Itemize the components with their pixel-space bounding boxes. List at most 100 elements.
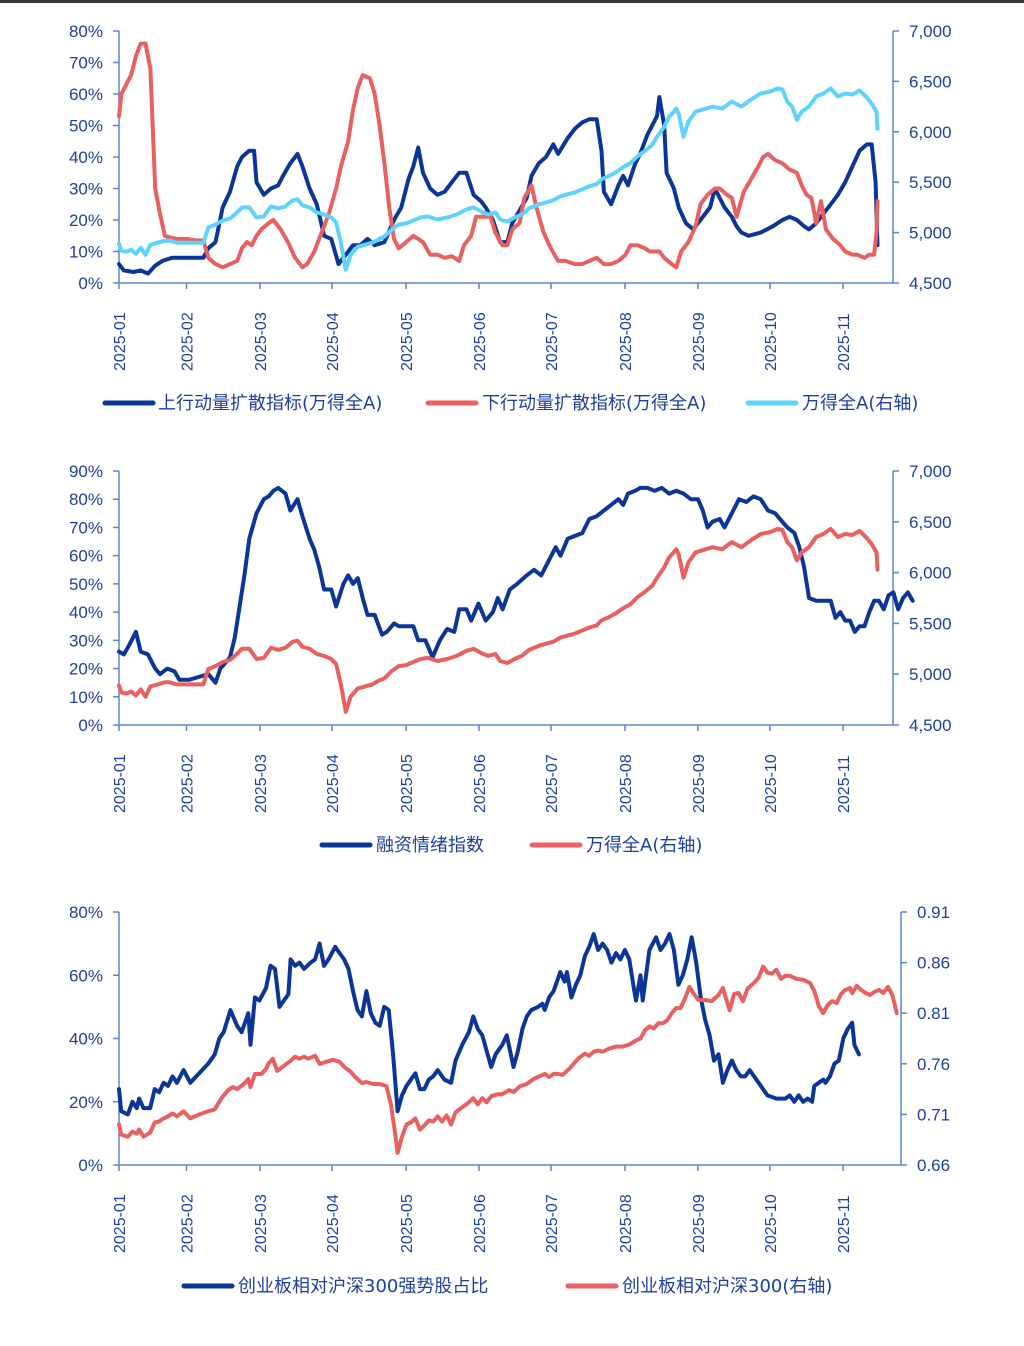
x-tick-label: 2025-06 <box>472 754 489 813</box>
x-tick-label: 2025-05 <box>399 1194 416 1253</box>
left-tick-label: 80% <box>69 490 103 509</box>
x-tick-label: 2025-07 <box>544 312 561 371</box>
right-tick-label: 5,500 <box>909 173 952 192</box>
left-tick-label: 40% <box>69 148 103 167</box>
x-tick-label: 2025-10 <box>763 312 780 371</box>
x-tick-label: 2025-01 <box>112 312 129 371</box>
legend-item: 万得全A(右轴) <box>529 835 702 856</box>
x-tick-label: 2025-10 <box>763 1194 780 1253</box>
window-top-bar <box>0 0 1024 3</box>
x-tick-label: 2025-07 <box>544 1194 561 1253</box>
x-tick-label: 2025-04 <box>325 754 342 813</box>
left-tick-label: 70% <box>69 54 103 73</box>
right-tick-label: 5,000 <box>909 665 952 684</box>
series-line-2 <box>117 41 880 270</box>
left-tick-label: 80% <box>69 22 103 41</box>
series-line-2 <box>117 964 899 1155</box>
x-tick-label: 2025-09 <box>691 1194 708 1253</box>
left-tick-label: 30% <box>69 180 103 199</box>
x-tick-label: 2025-02 <box>180 312 197 371</box>
right-tick-label: 6,500 <box>909 72 952 91</box>
left-tick-label: 70% <box>69 518 103 537</box>
left-tick-label: 10% <box>69 243 103 262</box>
left-tick-label: 20% <box>69 1093 103 1112</box>
x-tick-label: 2025-04 <box>325 312 342 371</box>
x-tick-label: 2025-11 <box>836 1195 853 1253</box>
x-tick-label: 2025-03 <box>253 754 270 813</box>
x-tick-label: 2025-05 <box>399 312 416 371</box>
x-tick-label: 2025-04 <box>325 1194 342 1253</box>
legend-label: 创业板相对沪深300(右轴) <box>622 1276 832 1297</box>
series-line-1 <box>117 932 861 1117</box>
legend-label: 上行动量扩散指标(万得全A) <box>158 393 382 414</box>
left-tick-label: 40% <box>69 603 103 622</box>
legend-item: 创业板相对沪深300强势股占比 <box>181 1276 488 1297</box>
legend-item: 万得全A(右轴) <box>745 393 918 414</box>
x-tick-label: 2025-05 <box>399 754 416 813</box>
right-tick-label: 6,000 <box>909 123 952 142</box>
x-tick-label: 2025-11 <box>836 755 853 813</box>
series-line-1 <box>117 485 915 685</box>
x-tick-label: 2025-02 <box>180 1194 197 1253</box>
right-tick-label: 6,000 <box>909 564 952 583</box>
left-tick-label: 50% <box>69 117 103 136</box>
x-tick-label: 2025-09 <box>691 754 708 813</box>
x-tick-label: 2025-09 <box>691 312 708 371</box>
left-tick-label: 0% <box>78 274 103 293</box>
right-tick-label: 0.71 <box>917 1105 950 1124</box>
legend-item: 下行动量扩散指标(万得全A) <box>425 393 706 414</box>
x-tick-label: 2025-01 <box>112 754 129 813</box>
x-tick-label: 2025-03 <box>253 312 270 371</box>
right-tick-label: 0.66 <box>917 1156 950 1175</box>
series-line-2 <box>117 526 880 714</box>
right-tick-label: 0.91 <box>917 903 950 922</box>
left-tick-label: 60% <box>69 966 103 985</box>
right-tick-label: 7,000 <box>909 462 952 481</box>
right-tick-label: 0.76 <box>917 1055 950 1074</box>
right-tick-label: 5,500 <box>909 614 952 633</box>
x-tick-label: 2025-01 <box>112 1194 129 1253</box>
left-tick-label: 20% <box>69 211 103 230</box>
right-tick-label: 7,000 <box>909 22 952 41</box>
x-tick-label: 2025-07 <box>544 754 561 813</box>
left-tick-label: 0% <box>78 716 103 735</box>
x-tick-label: 2025-08 <box>618 312 635 371</box>
legend-label: 万得全A(右轴) <box>586 835 702 856</box>
x-tick-label: 2025-10 <box>763 754 780 813</box>
left-tick-label: 90% <box>69 462 103 481</box>
left-tick-label: 50% <box>69 575 103 594</box>
legend-label: 创业板相对沪深300强势股占比 <box>238 1276 488 1297</box>
right-tick-label: 4,500 <box>909 274 952 293</box>
right-tick-label: 6,500 <box>909 513 952 532</box>
x-tick-label: 2025-08 <box>618 754 635 813</box>
left-tick-label: 80% <box>69 903 103 922</box>
series-line-1 <box>117 95 880 276</box>
legend-item: 上行动量扩散指标(万得全A) <box>102 393 382 414</box>
legend-item: 融资情绪指数 <box>319 835 484 856</box>
momentum-diffusion-chart: 0% 10% 20% 30% 40% 50% 60% 70% 80% 4,500 5,000 5,50… <box>69 22 952 414</box>
x-tick-label: 2025-08 <box>618 1194 635 1253</box>
x-tick-label: 2025-02 <box>180 754 197 813</box>
right-tick-label: 5,000 <box>909 224 952 243</box>
left-tick-label: 60% <box>69 85 103 104</box>
x-tick-label: 2025-11 <box>836 313 853 371</box>
left-tick-label: 20% <box>69 660 103 679</box>
left-tick-label: 40% <box>69 1030 103 1049</box>
left-tick-label: 60% <box>69 547 103 566</box>
left-tick-label: 0% <box>78 1156 103 1175</box>
left-tick-label: 30% <box>69 631 103 650</box>
x-tick-label: 2025-03 <box>253 1194 270 1253</box>
legend-item: 创业板相对沪深300(右轴) <box>565 1276 832 1297</box>
legend-label: 融资情绪指数 <box>376 835 484 856</box>
left-tick-label: 10% <box>69 688 103 707</box>
right-tick-label: 0.86 <box>917 954 950 973</box>
legend-label: 下行动量扩散指标(万得全A) <box>482 393 706 414</box>
x-tick-label: 2025-06 <box>472 1194 489 1253</box>
right-tick-label: 4,500 <box>909 716 952 735</box>
right-tick-label: 0.81 <box>917 1004 950 1023</box>
chinext-vs-csi300-chart: 0% 20% 40% 60% 80% 0.66 0.71 0.76 0.81 0.86 0.91 20… <box>69 903 950 1297</box>
legend-label: 万得全A(右轴) <box>802 393 918 414</box>
series-line-3 <box>117 86 880 272</box>
x-tick-label: 2025-06 <box>472 312 489 371</box>
margin-sentiment-chart: 0% 10% 20% 30% 40% 50% 60% 70% 80% 90% 4,500 5,000 5… <box>69 462 952 856</box>
